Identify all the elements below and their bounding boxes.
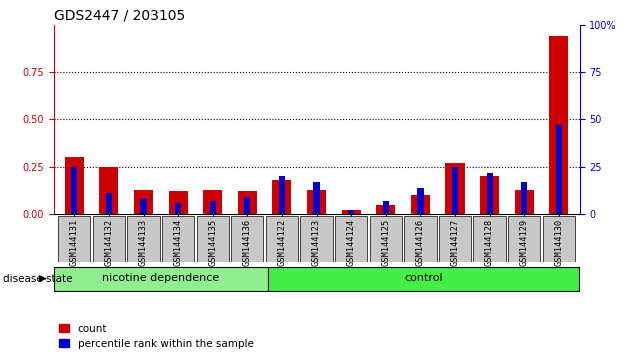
Bar bbox=[452, 167, 458, 214]
Bar bbox=[100, 167, 118, 214]
Text: GSM144130: GSM144130 bbox=[554, 219, 563, 266]
Bar bbox=[210, 201, 216, 214]
FancyBboxPatch shape bbox=[197, 216, 229, 262]
Text: GSM144124: GSM144124 bbox=[346, 219, 356, 266]
Bar bbox=[314, 182, 319, 214]
FancyBboxPatch shape bbox=[508, 216, 541, 262]
Bar bbox=[341, 210, 361, 214]
Bar bbox=[203, 189, 222, 214]
Bar bbox=[71, 167, 77, 214]
Bar bbox=[445, 163, 464, 214]
FancyBboxPatch shape bbox=[335, 216, 367, 262]
FancyBboxPatch shape bbox=[54, 267, 268, 291]
Bar bbox=[140, 199, 147, 214]
Text: GSM144132: GSM144132 bbox=[105, 219, 113, 266]
FancyBboxPatch shape bbox=[268, 267, 579, 291]
Bar bbox=[134, 189, 153, 214]
Bar bbox=[486, 172, 493, 214]
Text: GSM144122: GSM144122 bbox=[277, 219, 287, 266]
Legend: count, percentile rank within the sample: count, percentile rank within the sample bbox=[59, 324, 253, 349]
Bar bbox=[279, 176, 285, 214]
Bar bbox=[348, 210, 354, 214]
Text: GSM144131: GSM144131 bbox=[70, 219, 79, 266]
FancyBboxPatch shape bbox=[542, 216, 575, 262]
Bar bbox=[382, 201, 389, 214]
Bar bbox=[169, 192, 188, 214]
FancyBboxPatch shape bbox=[474, 216, 506, 262]
Bar bbox=[556, 125, 562, 214]
Bar bbox=[307, 189, 326, 214]
Text: GDS2447 / 203105: GDS2447 / 203105 bbox=[54, 8, 185, 22]
Bar bbox=[480, 176, 499, 214]
FancyBboxPatch shape bbox=[266, 216, 298, 262]
FancyBboxPatch shape bbox=[162, 216, 194, 262]
Text: GSM144127: GSM144127 bbox=[450, 219, 459, 266]
Bar bbox=[244, 197, 251, 214]
Text: control: control bbox=[404, 273, 443, 283]
FancyBboxPatch shape bbox=[127, 216, 159, 262]
Text: GSM144126: GSM144126 bbox=[416, 219, 425, 266]
Text: nicotine dependence: nicotine dependence bbox=[102, 273, 219, 283]
Bar bbox=[175, 203, 181, 214]
Bar bbox=[238, 192, 257, 214]
Text: GSM144123: GSM144123 bbox=[312, 219, 321, 266]
Text: GSM144129: GSM144129 bbox=[520, 219, 529, 266]
Text: GSM144135: GSM144135 bbox=[209, 219, 217, 266]
FancyBboxPatch shape bbox=[58, 216, 91, 262]
FancyBboxPatch shape bbox=[404, 216, 437, 262]
FancyBboxPatch shape bbox=[301, 216, 333, 262]
Bar bbox=[376, 205, 395, 214]
Text: GSM144128: GSM144128 bbox=[485, 219, 494, 266]
Bar bbox=[65, 157, 84, 214]
FancyBboxPatch shape bbox=[370, 216, 402, 262]
Bar bbox=[417, 188, 423, 214]
Bar bbox=[521, 182, 527, 214]
Bar bbox=[549, 36, 568, 214]
Bar bbox=[411, 195, 430, 214]
Text: GSM144136: GSM144136 bbox=[243, 219, 252, 266]
Text: GSM144125: GSM144125 bbox=[381, 219, 391, 266]
Text: GSM144133: GSM144133 bbox=[139, 219, 148, 266]
Bar bbox=[515, 189, 534, 214]
FancyBboxPatch shape bbox=[231, 216, 263, 262]
Bar bbox=[106, 193, 112, 214]
Text: GSM144134: GSM144134 bbox=[174, 219, 183, 266]
FancyBboxPatch shape bbox=[439, 216, 471, 262]
Text: disease state: disease state bbox=[3, 274, 72, 284]
Bar bbox=[272, 180, 292, 214]
FancyBboxPatch shape bbox=[93, 216, 125, 262]
